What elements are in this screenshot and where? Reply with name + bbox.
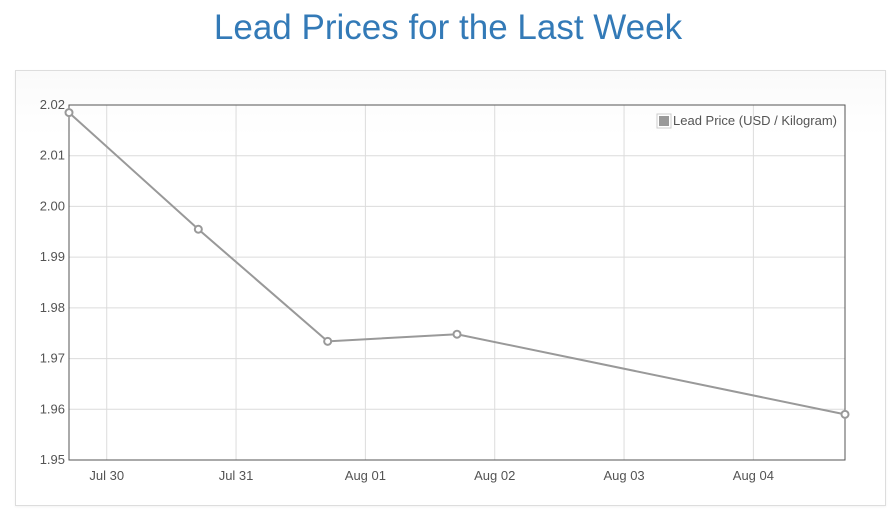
- plot-frame: [68, 104, 846, 461]
- legend-swatch[interactable]: [659, 116, 669, 126]
- data-point[interactable]: [452, 329, 462, 339]
- chart-panel: [15, 70, 886, 506]
- data-point[interactable]: [840, 409, 850, 419]
- y-tick-label: 1.95: [40, 452, 65, 467]
- y-tick-label: 1.98: [40, 300, 65, 315]
- y-tick-label: 1.97: [40, 351, 65, 366]
- x-axis-ticks: Jul 30 Jul 31 Aug 01 Aug 02 Aug 03 Aug 04: [89, 468, 774, 483]
- x-tick-label: Jul 30: [89, 468, 124, 483]
- series: [64, 108, 850, 419]
- y-tick-label: 2.02: [40, 97, 65, 112]
- x-tick-label: Aug 03: [603, 468, 644, 483]
- grid: [69, 104, 845, 461]
- y-axis-ticks: 1.95 1.96 1.97 1.98 1.99 2.00 2.01 2.02: [40, 97, 65, 467]
- x-tick-label: Aug 01: [345, 468, 386, 483]
- data-point[interactable]: [64, 108, 74, 118]
- series-line: [68, 111, 846, 416]
- y-tick-label: 2.01: [40, 148, 65, 163]
- page-title: Lead Prices for the Last Week: [213, 8, 683, 47]
- data-point[interactable]: [193, 224, 203, 234]
- y-tick-label: 1.96: [40, 401, 65, 416]
- data-point[interactable]: [323, 336, 333, 346]
- x-tick-label: Aug 04: [733, 468, 774, 483]
- x-tick-label: Aug 02: [474, 468, 515, 483]
- y-tick-label: 1.99: [40, 249, 65, 264]
- y-tick-label: 2.00: [40, 198, 65, 213]
- legend[interactable]: Lead Price (USD / Kilogram): [656, 113, 837, 129]
- legend-label: Lead Price (USD / Kilogram): [673, 113, 837, 128]
- x-tick-label: Jul 31: [219, 468, 254, 483]
